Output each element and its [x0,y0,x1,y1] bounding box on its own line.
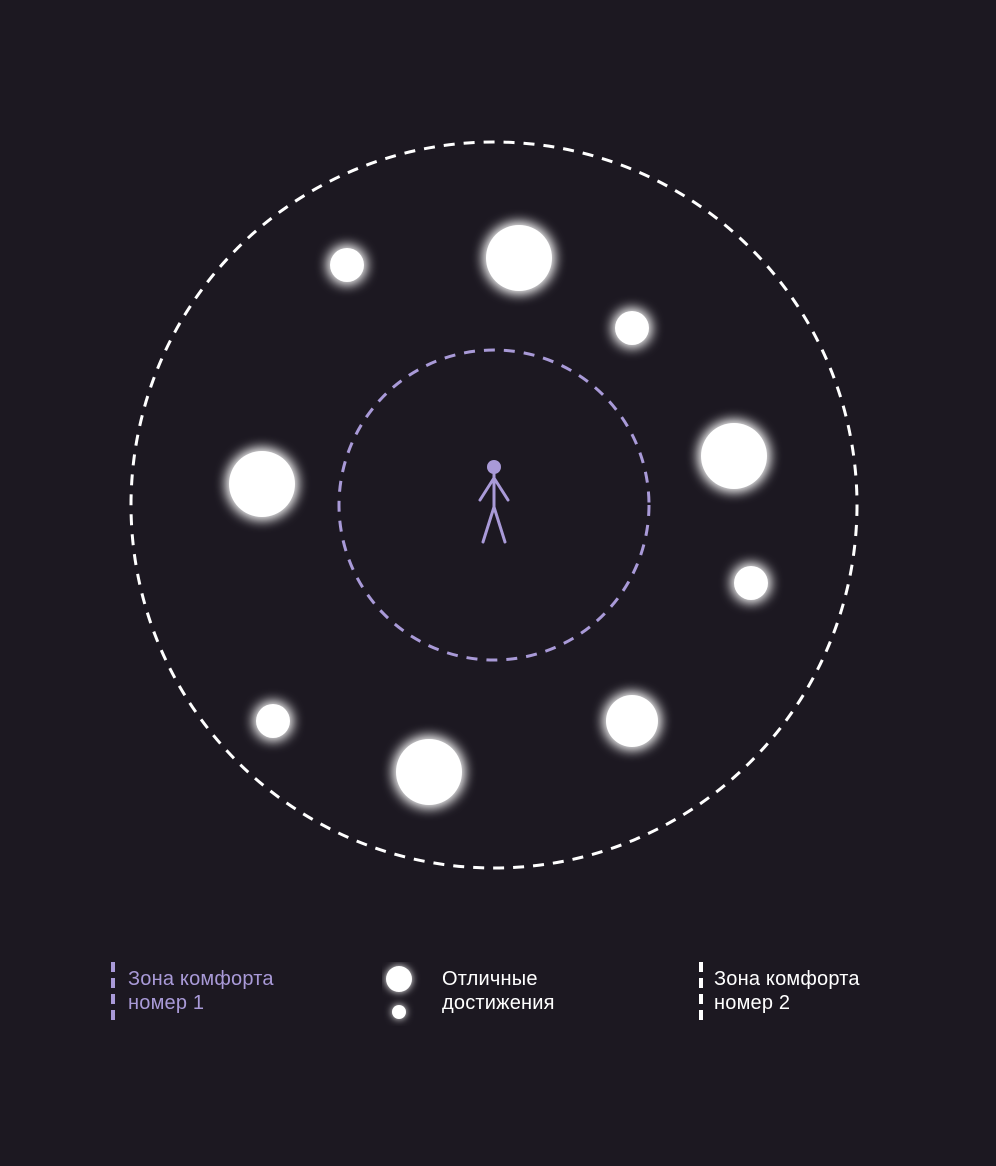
legend-achievements-line2: достижения [442,992,555,1014]
achievement-orb-small [734,566,768,600]
achievement-orb-small [330,248,364,282]
small-orb-icon [392,1005,406,1019]
stick-figure-icon [478,460,510,544]
achievements-group [229,225,768,805]
comfort-zone-diagram [129,140,859,870]
comfort-zone-2-ring [129,140,859,870]
legend-zone-1-line2: номер 1 [128,992,205,1014]
zone-2-dash-marker [699,962,703,1026]
legend-achievements-label: Отличные достижения [442,967,555,1015]
large-orb-icon [386,966,412,992]
legend-zone-1-line1: Зона комфорта [128,968,274,990]
legend-achievements-line1: Отличные [442,968,538,990]
achievement-orb-small [256,704,290,738]
achievement-orb-large [606,695,658,747]
achievement-orb-small [615,311,649,345]
legend-zone-2-line1: Зона комфорта [714,968,860,990]
legend-zone-2-line2: номер 2 [714,992,791,1014]
achievement-orb-large [701,423,767,489]
legend-zone-2-label: Зона комфорта номер 2 [714,967,860,1015]
achievement-orb-large [396,739,462,805]
achievement-orb-large [229,451,295,517]
comfort-zone-1-ring [337,348,651,662]
achievement-orb-large [486,225,552,291]
achievement-orbs-marker [386,966,412,1019]
zone-1-dash-marker [111,962,115,1026]
legend-zone-1-label: Зона комфорта номер 1 [128,967,274,1015]
